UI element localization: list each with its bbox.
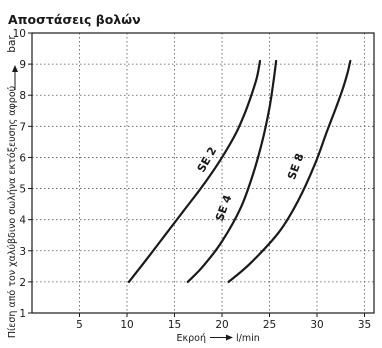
- series-line-se-2: [127, 59, 262, 283]
- axes: [28, 32, 375, 317]
- y-tick-label: 10: [13, 28, 26, 40]
- x-tick-label: 15: [168, 319, 181, 331]
- y-tick-label: 5: [19, 184, 26, 196]
- x-tick-label: 10: [120, 319, 133, 331]
- y-tick-label: 4: [19, 215, 26, 227]
- chart-title: Αποστάσεις βολών: [8, 12, 141, 27]
- x-arrow-head: [226, 334, 233, 341]
- y-tick-label: 7: [19, 121, 26, 133]
- y-tick-label: 3: [19, 246, 26, 258]
- series-line-se-4: [186, 59, 278, 283]
- x-tick-label: 5: [76, 319, 83, 331]
- y-tick-label: 9: [19, 59, 26, 71]
- y-tick-label: 2: [19, 277, 26, 289]
- series-group: [127, 59, 352, 283]
- x-axis-title-group: Εκροή l/min: [177, 333, 260, 344]
- series-label-se-8: SE 8: [285, 152, 306, 182]
- y-unit: bar: [6, 35, 18, 53]
- x-tick-label: 30: [310, 319, 323, 331]
- y-tick-labels: 1 2 3 4 5 6 7 8 9 10: [13, 28, 27, 320]
- y-tick-label: 8: [19, 90, 26, 102]
- series-label-se-2: SE 2: [195, 145, 220, 175]
- y-tick-label: 6: [19, 152, 26, 164]
- x-tick-label: 25: [263, 319, 276, 331]
- x-tick-label: 20: [215, 319, 228, 331]
- grid: [32, 33, 374, 313]
- plot-frame: [31, 32, 375, 314]
- x-tick-labels: 5 10 15 20 25 30 35: [76, 319, 371, 331]
- x-unit: l/min: [236, 333, 260, 344]
- y-axis-title-group: Πίεση από τον χαλύβδινο σωλήνα εκτόξευση…: [7, 65, 18, 338]
- series-label-se-4: SE 4: [213, 193, 234, 223]
- y-tick-label: 1: [19, 308, 26, 320]
- series-line-se-8: [227, 59, 352, 283]
- x-tick-label: 35: [358, 319, 371, 331]
- y-axis-title: Πίεση από τον χαλύβδινο σωλήνα εκτόξευση…: [7, 86, 18, 338]
- y-arrow-head: [12, 65, 18, 72]
- x-axis-title: Εκροή: [177, 333, 206, 344]
